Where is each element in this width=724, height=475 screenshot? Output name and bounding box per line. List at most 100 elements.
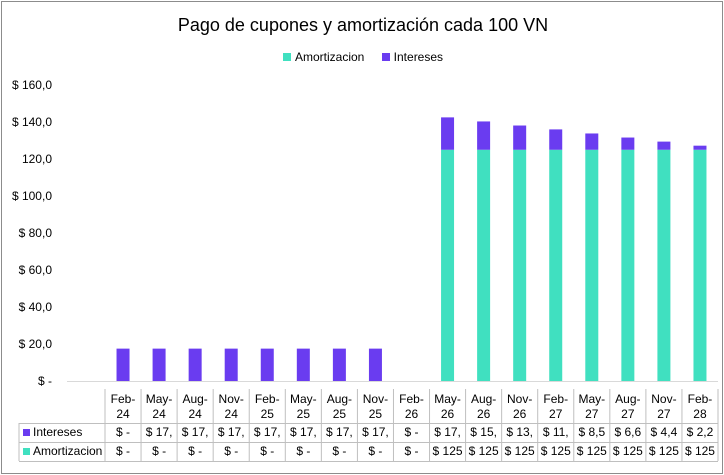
y-tick-label: $ 100,0: [12, 189, 52, 203]
x-tick-label: Aug-: [471, 392, 496, 406]
table-cell-intereses: $ -: [116, 425, 130, 439]
x-tick-label: Nov-: [507, 392, 532, 406]
table-cell-intereses: $ 8,5: [578, 425, 605, 439]
x-tick-label: Aug-: [615, 392, 640, 406]
bar-amortizacion: [657, 149, 671, 381]
x-tick-label: May-: [146, 392, 173, 406]
bar-amortizacion: [513, 149, 527, 381]
y-tick-label: $ 80,0: [19, 226, 53, 240]
y-tick-label: $ 20,0: [19, 337, 53, 351]
y-tick-label: $ 60,0: [19, 263, 53, 277]
table-cell-amortizacion: $ -: [116, 444, 130, 458]
x-tick-label: 24: [152, 407, 166, 421]
bar-intereses: [549, 129, 563, 150]
x-tick-label: 25: [261, 407, 275, 421]
chart-title: Pago de cupones y amortización cada 100 …: [177, 15, 549, 35]
bar-intereses: [441, 117, 455, 150]
table-cell-amortizacion: $ 125: [649, 444, 679, 458]
x-tick-label: Feb-: [688, 392, 713, 406]
legend-item-amortizacion: Amortizacion: [282, 50, 364, 64]
table-cell-amortizacion: $ 125: [577, 444, 607, 458]
table-swatch-intereses: [23, 429, 30, 436]
table-cell-amortizacion: $ -: [224, 444, 238, 458]
bar-amortizacion: [441, 149, 455, 381]
x-tick-label: Feb-: [399, 392, 424, 406]
bar-amortizacion: [693, 149, 707, 381]
bar-amortizacion: [585, 149, 599, 381]
legend-swatch-amortizacion: [282, 53, 291, 61]
table-cell-intereses: $ 17,: [290, 425, 317, 439]
bar-intereses: [477, 121, 491, 150]
bar-intereses: [188, 348, 202, 381]
bar-intereses: [513, 125, 527, 150]
bar-intereses: [152, 348, 166, 381]
table-cell-intereses: $ 2,2: [687, 425, 714, 439]
table-row-label-intereses: Intereses: [33, 425, 82, 439]
table-cell-intereses: $ 17,: [362, 425, 389, 439]
table-cell-amortizacion: $ -: [332, 444, 346, 458]
x-tick-label: Nov-: [219, 392, 244, 406]
table-cell-amortizacion: $ 125: [685, 444, 715, 458]
bar-intereses: [224, 348, 238, 381]
x-tick-label: Aug-: [182, 392, 207, 406]
table-cell-amortizacion: $ 125: [469, 444, 499, 458]
x-tick-label: Aug-: [327, 392, 352, 406]
table-swatch-amortizacion: [23, 448, 30, 455]
table-cell-intereses: $ 17,: [218, 425, 245, 439]
x-tick-label: 25: [369, 407, 383, 421]
x-tick-label: Nov-: [651, 392, 676, 406]
table-cell-intereses: $ 4,4: [651, 425, 678, 439]
table-cell-intereses: $ 6,6: [615, 425, 642, 439]
table-cell-intereses: $ 17,: [146, 425, 173, 439]
bar-intereses: [332, 348, 346, 381]
y-tick-label: $ 40,0: [19, 300, 53, 314]
x-tick-label: Nov-: [363, 392, 388, 406]
table-cell-amortizacion: $ 125: [505, 444, 535, 458]
table-cell-intereses: $ 13,: [506, 425, 533, 439]
legend-label-intereses: Intereses: [393, 50, 444, 64]
table-cell-intereses: $ 17,: [182, 425, 209, 439]
bar-intereses: [657, 141, 671, 150]
x-tick-label: Feb-: [111, 392, 136, 406]
y-tick-label: 120,0: [22, 152, 52, 166]
bar-intereses: [621, 137, 635, 150]
table-cell-intereses: $ 17,: [254, 425, 281, 439]
bar-intereses: [296, 348, 310, 381]
table-cell-amortizacion: $ -: [260, 444, 274, 458]
table-cell-amortizacion: $ -: [152, 444, 166, 458]
bar-amortizacion: [477, 149, 491, 381]
bar-intereses: [368, 348, 382, 381]
bar-intereses: [116, 348, 130, 381]
table-cell-intereses: $ 17,: [434, 425, 461, 439]
x-tick-label: 27: [549, 407, 563, 421]
y-tick-label: $ 160,0: [12, 78, 52, 92]
x-tick-label: Feb-: [255, 392, 280, 406]
table-cell-amortizacion: $ -: [404, 444, 418, 458]
x-tick-label: 24: [188, 407, 202, 421]
x-tick-label: 25: [333, 407, 347, 421]
x-tick-label: Feb-: [543, 392, 568, 406]
bar-amortizacion: [549, 149, 563, 381]
table-cell-intereses: $ 11,: [543, 425, 569, 439]
x-tick-label: 28: [693, 407, 707, 421]
table-cell-amortizacion: $ 125: [541, 444, 571, 458]
x-tick-label: May-: [290, 392, 317, 406]
bar-intereses: [585, 133, 599, 150]
table-cell-intereses: $ 17,: [326, 425, 353, 439]
x-tick-label: 24: [116, 407, 130, 421]
table-cell-amortizacion: $ 125: [433, 444, 463, 458]
x-tick-label: 26: [441, 407, 455, 421]
chart-legend: Amortizacion Intereses: [2, 50, 722, 64]
table-cell-intereses: $ -: [404, 425, 418, 439]
table-cell-amortizacion: $ -: [368, 444, 382, 458]
x-tick-label: May-: [578, 392, 605, 406]
x-tick-label: 24: [225, 407, 239, 421]
x-tick-label: 26: [513, 407, 527, 421]
table-row-label-amortizacion: Amortizacion: [33, 444, 102, 458]
y-tick-label: $ 140,0: [12, 115, 52, 129]
table-cell-intereses: $ 15,: [470, 425, 497, 439]
x-tick-label: 26: [405, 407, 419, 421]
table-cell-amortizacion: $ -: [188, 444, 202, 458]
